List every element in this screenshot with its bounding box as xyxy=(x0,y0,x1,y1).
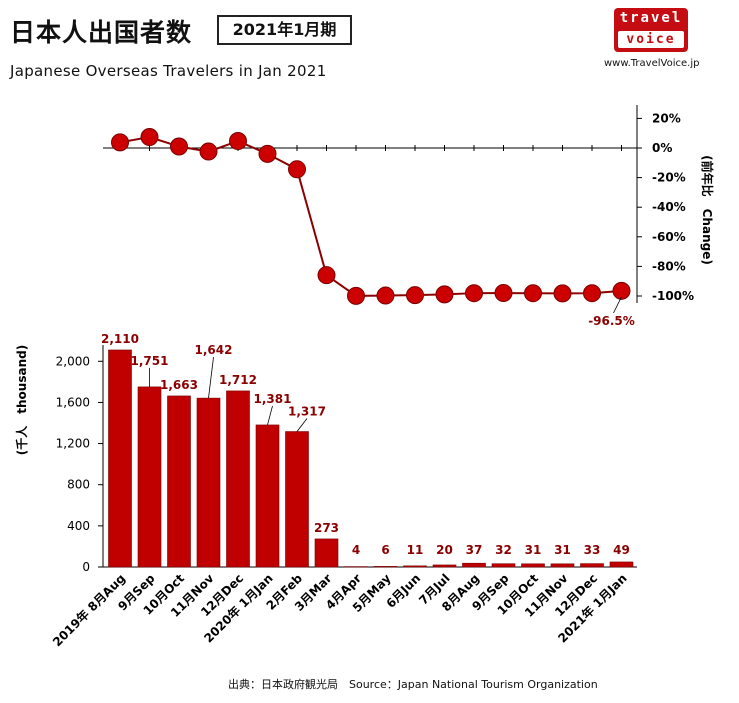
bar-y-tick-label: 400 xyxy=(67,519,90,533)
bar xyxy=(167,395,191,568)
change-point xyxy=(111,133,129,152)
period-badge: 2021年1月期 xyxy=(217,15,352,45)
change-point xyxy=(376,286,395,305)
line-y-tick-label: 0% xyxy=(652,141,672,155)
bar xyxy=(609,561,634,568)
bar-label-leader xyxy=(267,405,273,426)
change-point xyxy=(317,266,336,285)
site-url[interactable]: www.TravelVoice.jp xyxy=(604,58,700,69)
bar xyxy=(255,424,280,568)
logo-line-2: voice xyxy=(618,31,684,48)
bar xyxy=(314,538,339,568)
bar-y-tick-label: 800 xyxy=(67,478,90,492)
bar-value-label: 1,663 xyxy=(160,378,198,392)
bar-value-label: 37 xyxy=(466,543,483,557)
line-y-tick-label: -20% xyxy=(652,171,686,185)
line-y-tick-label: -80% xyxy=(652,259,686,273)
line-y-axis-title: (前年比 Change) xyxy=(700,155,715,265)
x-category-label: 2019年 8月Aug xyxy=(49,571,128,650)
bar-value-label: 4 xyxy=(352,543,360,557)
change-point xyxy=(170,137,188,156)
change-point xyxy=(406,286,424,305)
bar xyxy=(521,563,545,568)
source-note: 出典：日本政府観光局 Source：Japan National Tourism… xyxy=(228,678,598,691)
change-point xyxy=(524,284,542,303)
bar-value-label: 31 xyxy=(525,543,542,557)
bar-y-tick-label: 1,600 xyxy=(56,395,90,409)
bar xyxy=(550,563,575,568)
bar-value-label: 20 xyxy=(436,543,453,557)
bar xyxy=(373,566,398,568)
bar xyxy=(432,564,457,568)
logo-line-1: travel xyxy=(619,10,683,26)
bar xyxy=(491,563,516,568)
change-point xyxy=(435,285,454,304)
bar-y-tick-label: 2,000 xyxy=(56,354,90,368)
bar-value-label: 1,712 xyxy=(219,373,257,387)
change-point xyxy=(583,284,601,303)
change-point xyxy=(199,142,218,161)
change-point xyxy=(612,281,631,300)
change-point xyxy=(494,284,513,303)
change-point xyxy=(553,284,572,303)
line-y-tick-label: -60% xyxy=(652,230,686,244)
bar-value-label: 6 xyxy=(381,543,389,557)
line-y-tick-label: -100% xyxy=(652,289,694,303)
line-y-tick-label: 20% xyxy=(652,111,681,125)
bar-value-label: 11 xyxy=(407,543,424,557)
bar-value-label: 33 xyxy=(584,543,601,557)
bar-value-label: 1,751 xyxy=(131,354,169,368)
bar-value-label: 1,317 xyxy=(288,405,326,419)
bar xyxy=(462,562,486,568)
bar xyxy=(403,565,427,568)
bar xyxy=(285,431,309,568)
bar-value-label: 49 xyxy=(613,543,630,557)
bar-value-label: 32 xyxy=(495,543,512,557)
bar xyxy=(196,397,221,568)
change-point xyxy=(347,286,365,305)
bar-label-leader xyxy=(208,357,214,399)
change-point xyxy=(258,144,277,163)
bar xyxy=(108,349,132,568)
change-line xyxy=(119,136,622,297)
bar-value-label: 273 xyxy=(314,521,339,535)
travelvoice-logo[interactable]: travel voice xyxy=(614,8,688,52)
change-point xyxy=(288,160,306,179)
bar-y-tick-label: 0 xyxy=(82,560,90,574)
bar-value-label: 1,642 xyxy=(195,343,233,357)
change-point xyxy=(140,128,159,147)
change-annotation: -96.5% xyxy=(588,314,635,328)
change-point xyxy=(465,284,483,303)
bar-value-label: 2,110 xyxy=(101,332,139,346)
change-point xyxy=(229,132,247,151)
bar-y-axis-title: (千人 thousand) xyxy=(14,345,29,455)
change-annotation-leader xyxy=(613,296,622,314)
page-subtitle: Japanese Overseas Travelers in Jan 2021 xyxy=(10,62,327,80)
bar xyxy=(137,386,162,568)
bar-y-tick-label: 1,200 xyxy=(56,437,90,451)
page-title: 日本人出国者数 xyxy=(10,18,193,47)
bar-value-label: 31 xyxy=(554,543,571,557)
bar xyxy=(226,390,250,568)
line-y-tick-label: -40% xyxy=(652,200,686,214)
bar-label-leader xyxy=(296,418,308,432)
bar xyxy=(580,563,604,568)
bar-value-label: 1,381 xyxy=(254,392,292,406)
